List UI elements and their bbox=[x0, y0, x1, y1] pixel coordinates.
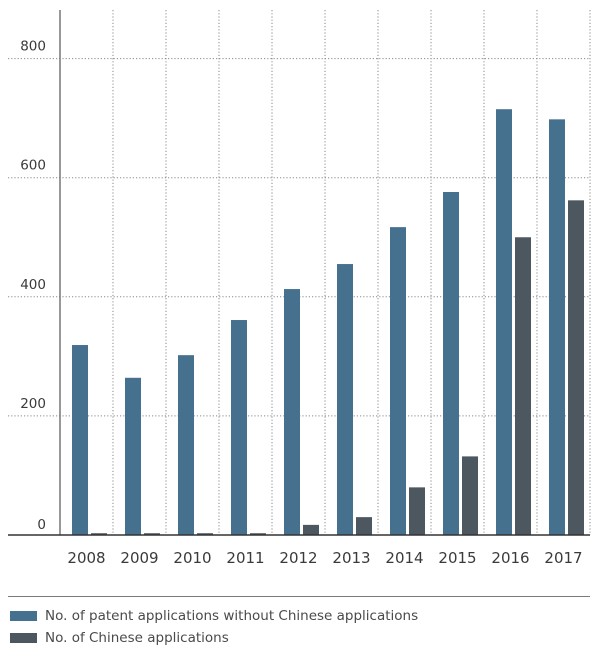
legend-label-series-1: No. of patent applications without Chine… bbox=[45, 608, 419, 624]
y-tick-label-600: 600 bbox=[20, 158, 46, 174]
bar-series-1-2008 bbox=[72, 345, 88, 535]
bar-chart-plot: 0 200 400 600 800 2008 2009 2010 2011 2012 2013 201… bbox=[8, 10, 591, 567]
x-tick-label-2008: 2008 bbox=[67, 549, 105, 567]
bar-series-2-2010 bbox=[197, 533, 213, 535]
legend-item-series-1: No. of patent applications without Chine… bbox=[8, 605, 590, 627]
legend-swatch-series-2 bbox=[10, 633, 37, 643]
bar-series-2-2011 bbox=[250, 533, 266, 535]
gridlines bbox=[8, 10, 591, 535]
bar-series-2-2008 bbox=[91, 533, 107, 535]
legend: No. of patent applications without Chine… bbox=[8, 596, 590, 649]
bar-series-2-2015 bbox=[462, 456, 478, 535]
x-tick-label-2011: 2011 bbox=[226, 549, 264, 567]
bar-series-1-2015 bbox=[443, 191, 459, 535]
x-tick-label-2015: 2015 bbox=[438, 549, 476, 567]
y-tick-label-800: 800 bbox=[20, 39, 46, 55]
bar-series-1-2012 bbox=[284, 289, 300, 535]
tick-labels: 0 200 400 600 800 2008 2009 2010 2011 2012 2013 201… bbox=[20, 39, 582, 567]
bar-series-2-2017 bbox=[568, 200, 584, 536]
bar-series-1-2013 bbox=[337, 264, 353, 535]
bar-series-2-2009 bbox=[144, 533, 160, 535]
bar-series-1-2009 bbox=[125, 377, 141, 535]
bar-series-2-2012 bbox=[303, 524, 319, 535]
x-tick-label-2013: 2013 bbox=[332, 549, 370, 567]
y-tick-label-200: 200 bbox=[20, 396, 46, 412]
legend-item-series-2: No. of Chinese applications bbox=[8, 627, 590, 649]
x-tick-label-2012: 2012 bbox=[279, 549, 317, 567]
y-tick-label-0: 0 bbox=[37, 517, 46, 533]
x-tick-label-2016: 2016 bbox=[491, 549, 529, 567]
x-tick-label-2010: 2010 bbox=[173, 549, 211, 567]
y-tick-label-400: 400 bbox=[20, 277, 46, 293]
x-tick-label-2009: 2009 bbox=[120, 549, 158, 567]
bar-series-2-2014 bbox=[409, 487, 425, 535]
x-tick-label-2017: 2017 bbox=[544, 549, 582, 567]
bar-series-1-2017 bbox=[549, 119, 565, 535]
axes bbox=[8, 10, 590, 536]
bars bbox=[72, 109, 584, 536]
bar-series-2-2013 bbox=[356, 517, 372, 535]
bar-series-1-2014 bbox=[390, 227, 406, 535]
bar-series-1-2010 bbox=[178, 355, 194, 535]
bar-series-1-2016 bbox=[496, 109, 512, 535]
bar-series-1-2011 bbox=[231, 320, 247, 535]
bar-series-2-2016 bbox=[515, 237, 531, 535]
x-tick-label-2014: 2014 bbox=[385, 549, 423, 567]
legend-label-series-2: No. of Chinese applications bbox=[45, 630, 229, 646]
legend-swatch-series-1 bbox=[10, 611, 37, 621]
